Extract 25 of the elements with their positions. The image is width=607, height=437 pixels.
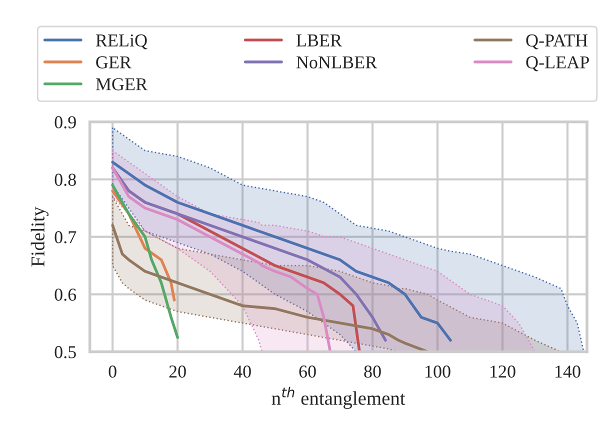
x-tick-label: 20 <box>169 366 186 378</box>
legend-label: Q-PATH <box>526 34 588 50</box>
x-tick-label: 0 <box>108 366 116 378</box>
line-series <box>111 224 430 352</box>
line-series <box>111 184 179 339</box>
y-tick-label: 0.6 <box>54 288 76 301</box>
x-tick-label: 120 <box>490 366 516 378</box>
y-axis-title: Fidelity <box>30 206 49 267</box>
x-tick-label: 40 <box>234 366 251 378</box>
line-series <box>111 160 452 342</box>
y-tick-label: 0.7 <box>54 231 76 244</box>
y-tick-label: 0.8 <box>54 174 76 186</box>
legend-label: RELiQ <box>96 34 148 50</box>
x-tick-label: 100 <box>426 366 450 378</box>
x-tick-label: 80 <box>364 366 381 378</box>
legend-label: NoNLBER <box>296 56 378 68</box>
x-axis-title: n$^{th}$ entanglement <box>272 386 406 409</box>
legend-label: Q-LEAP <box>526 56 589 72</box>
legend-label: LBER <box>296 34 342 46</box>
legend-label: GER <box>96 56 132 68</box>
x-tick-label: 140 <box>556 366 580 378</box>
x-tick-label: 60 <box>299 366 316 378</box>
y-tick-label: 0.5 <box>54 346 76 358</box>
legend-label: MGER <box>96 78 148 90</box>
y-tick-label: 0.9 <box>54 116 76 128</box>
